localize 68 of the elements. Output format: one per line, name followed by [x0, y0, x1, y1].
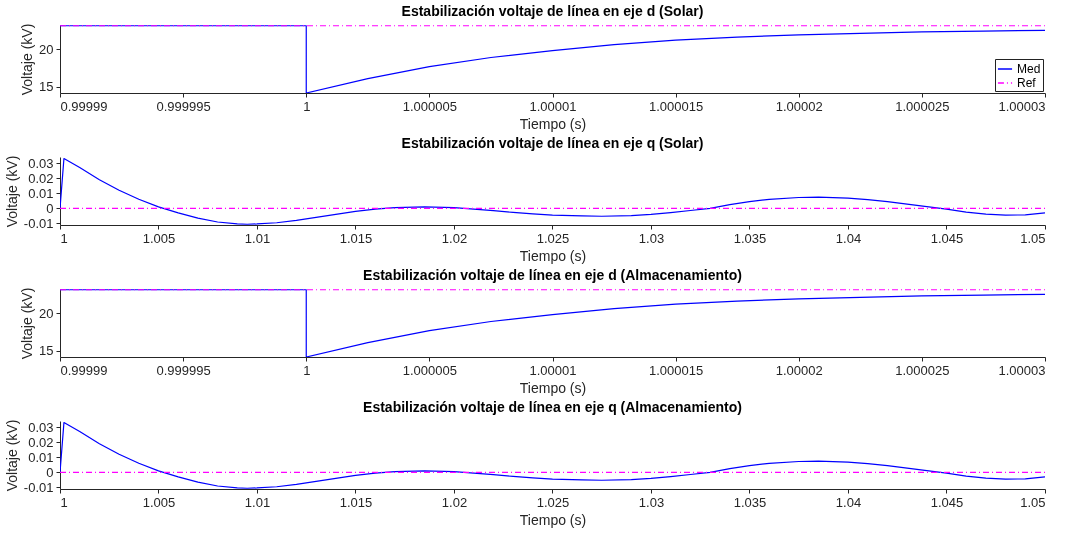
- y-tick-label: 0: [46, 464, 54, 480]
- x-tick-label: 1.000005: [402, 98, 457, 114]
- x-tick-label: 1.05: [1020, 494, 1046, 510]
- x-tick-label: 1.03: [638, 494, 665, 510]
- x-tick-label: 1.01: [244, 494, 271, 510]
- x-tick-label: 1: [303, 98, 311, 114]
- x-tick-label: 1.005: [142, 494, 176, 510]
- chart-title: Estabilización voltaje de línea en eje q (Almacenamiento): [363, 399, 742, 416]
- y-tick-label: 0.03: [28, 155, 54, 171]
- y-tick-label: 15: [39, 343, 54, 359]
- y-tick-label: 0.02: [28, 434, 54, 450]
- x-tick-label: 1.045: [930, 494, 964, 510]
- x-tick-label: 1.035: [733, 494, 767, 510]
- x-tick-label: 1: [303, 362, 311, 378]
- chart-title: Estabilización voltaje de línea en eje d (Almacenamiento): [363, 267, 742, 284]
- y-tick-label: 0: [46, 200, 54, 216]
- x-axis-title: Tiempo (s): [519, 511, 587, 528]
- x-tick-label: 1: [60, 230, 68, 246]
- x-axis-title: Tiempo (s): [519, 115, 587, 132]
- x-tick-label: 1.02: [441, 494, 468, 510]
- legend-label: Ref: [1017, 76, 1037, 90]
- x-tick-label: 1.04: [835, 230, 862, 246]
- y-tick-label: -0.01: [23, 479, 54, 495]
- x-tick-label: 1.05: [1020, 230, 1046, 246]
- x-tick-label: 1.00003: [998, 98, 1046, 114]
- legend-label: Med: [1017, 62, 1041, 76]
- x-tick-label: 1.035: [733, 230, 767, 246]
- y-tick-label: 20: [39, 305, 54, 321]
- x-tick-label: 1.00001: [529, 362, 577, 378]
- y-tick-label: 20: [39, 41, 54, 57]
- y-tick-label: 0.02: [28, 170, 54, 186]
- x-tick-label: 1: [60, 494, 68, 510]
- y-axis-title: Voltaje (kV): [19, 23, 36, 96]
- x-tick-label: 1.02: [441, 230, 468, 246]
- y-tick-label: -0.01: [23, 215, 54, 231]
- x-tick-label: 1.025: [536, 230, 570, 246]
- x-tick-label: 1.00003: [998, 362, 1046, 378]
- x-tick-label: 1.000025: [895, 98, 950, 114]
- x-tick-label: 1.00002: [775, 98, 823, 114]
- y-axis-title: Voltaje (kV): [3, 419, 20, 492]
- x-tick-label: 0.99999: [60, 362, 108, 378]
- chart-title: Estabilización voltaje de línea en eje q (Solar): [401, 135, 704, 152]
- chart-title: Estabilización voltaje de línea en eje d (Solar): [401, 3, 704, 20]
- y-tick-label: 0.01: [28, 449, 54, 465]
- x-tick-label: 1.00001: [529, 98, 577, 114]
- x-axis-title: Tiempo (s): [519, 379, 587, 396]
- y-tick-label: 0.03: [28, 419, 54, 435]
- x-tick-label: 0.99999: [60, 98, 108, 114]
- x-tick-label: 1.000015: [649, 98, 704, 114]
- x-tick-label: 1.015: [339, 230, 373, 246]
- x-tick-label: 1.025: [536, 494, 570, 510]
- y-axis-title: Voltaje (kV): [19, 287, 36, 360]
- x-tick-label: 1.005: [142, 230, 176, 246]
- x-tick-label: 1.04: [835, 494, 862, 510]
- x-tick-label: 1.015: [339, 494, 373, 510]
- y-tick-label: 15: [39, 79, 54, 95]
- y-tick-label: 0.01: [28, 185, 54, 201]
- x-axis-title: Tiempo (s): [519, 247, 587, 264]
- x-tick-label: 0.999995: [156, 362, 211, 378]
- x-tick-label: 1.00002: [775, 362, 823, 378]
- x-tick-label: 1.03: [638, 230, 665, 246]
- x-tick-label: 1.000025: [895, 362, 950, 378]
- y-axis-title: Voltaje (kV): [3, 155, 20, 228]
- x-tick-label: 1.045: [930, 230, 964, 246]
- x-tick-label: 0.999995: [156, 98, 211, 114]
- x-tick-label: 1.01: [244, 230, 271, 246]
- x-tick-label: 1.000015: [649, 362, 704, 378]
- x-tick-label: 1.000005: [402, 362, 457, 378]
